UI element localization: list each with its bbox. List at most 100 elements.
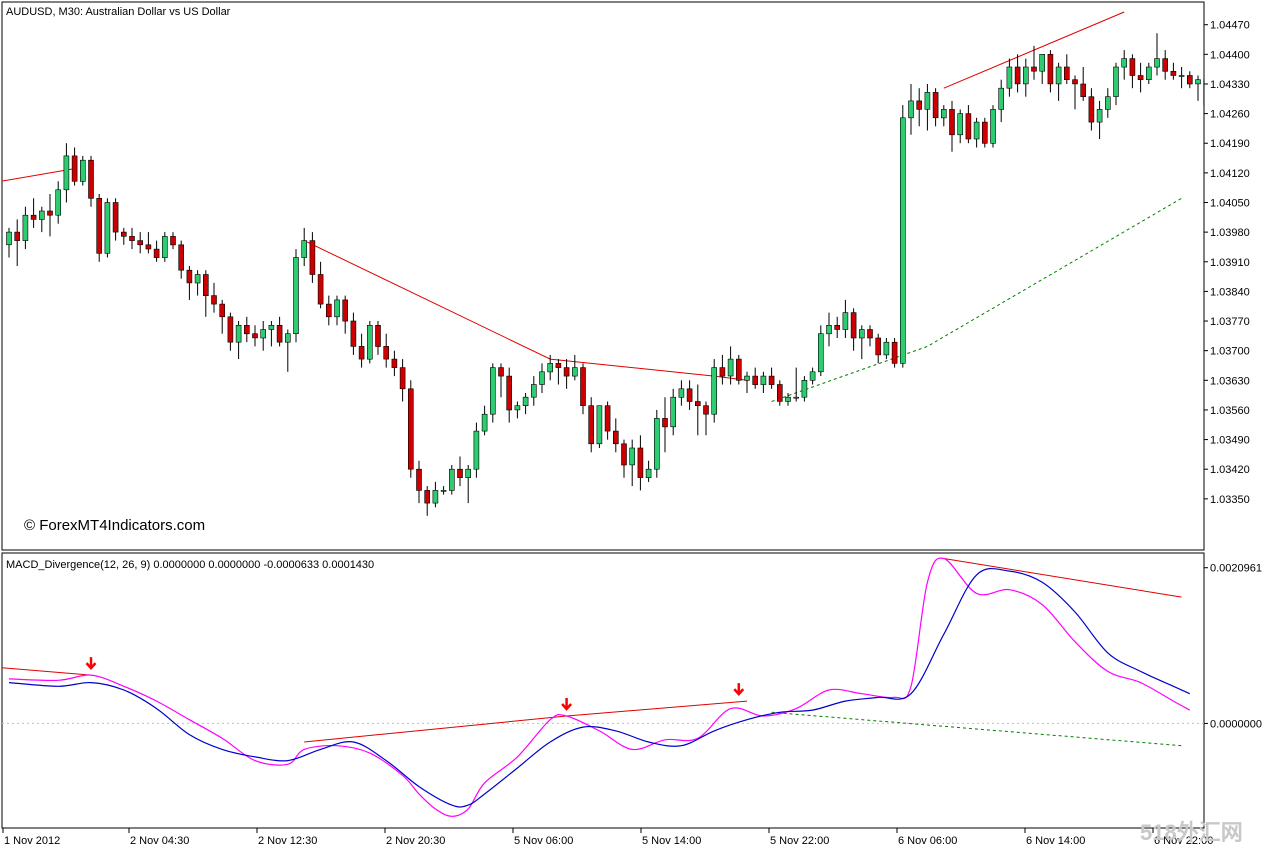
- candle: [63, 143, 70, 203]
- candle: [875, 333, 882, 364]
- candle: [14, 219, 20, 266]
- macd-divergence-line-0: [2, 667, 92, 676]
- candle: [744, 371, 750, 393]
- price-tick-label: 1.03770: [1210, 316, 1250, 328]
- candle: [293, 249, 299, 343]
- price-tick-label: 1.04470: [1210, 20, 1250, 32]
- candle: [1096, 100, 1103, 139]
- candle: [424, 486, 431, 516]
- candle: [842, 299, 849, 338]
- candle: [1121, 50, 1127, 80]
- candle: [375, 321, 381, 355]
- candle: [719, 354, 726, 385]
- candle: [342, 295, 349, 334]
- price-tick-label: 1.03560: [1210, 405, 1250, 417]
- time-tick-label: 6 Nov 14:00: [1026, 835, 1085, 847]
- candle: [432, 481, 439, 508]
- macd-pane[interactable]: 0.0020961 0.0000000 MACD_Divergence(12, 2…: [1, 552, 1262, 829]
- macd-axis: 0.0020961 0.0000000: [1204, 563, 1262, 730]
- candle: [309, 232, 316, 283]
- candle: [325, 295, 332, 326]
- candle: [6, 227, 12, 258]
- indicator-title: MACD_Divergence(12, 26, 9) 0.0000000 0.0…: [6, 559, 374, 571]
- candle: [686, 380, 693, 410]
- candle: [145, 232, 152, 254]
- candle: [481, 405, 488, 436]
- candle: [940, 105, 947, 127]
- candle: [1146, 62, 1152, 84]
- candle: [588, 397, 595, 453]
- time-axis: 1 Nov 2012 2 Nov 04:30 2 Nov 12:30 2 Nov 20…: [2, 828, 1213, 847]
- candle: [1072, 75, 1078, 110]
- candle: [785, 393, 791, 406]
- candle: [366, 321, 373, 364]
- candle: [932, 88, 939, 127]
- candle: [1105, 88, 1111, 118]
- candle: [227, 312, 234, 351]
- candle: [407, 380, 414, 478]
- candle: [776, 380, 783, 406]
- price-tick-label: 1.03700: [1210, 346, 1250, 358]
- candle: [817, 325, 824, 377]
- price-tick-label: 1.04190: [1210, 138, 1250, 150]
- candle: [801, 376, 808, 402]
- candle: [834, 316, 841, 338]
- candle: [867, 325, 873, 347]
- candle: [162, 232, 168, 262]
- candle: [645, 460, 652, 482]
- candle: [662, 397, 668, 453]
- time-tick-label: 6 Nov 22:00: [1154, 835, 1213, 847]
- candle: [596, 405, 603, 448]
- candle: [1113, 62, 1119, 106]
- candle: [826, 312, 832, 347]
- candle: [416, 460, 422, 504]
- candle: [301, 227, 308, 266]
- price-tick-label: 1.03490: [1210, 435, 1250, 447]
- candle: [1178, 67, 1185, 89]
- candle: [1129, 54, 1136, 89]
- candle: [637, 435, 644, 491]
- time-tick-label: 5 Nov 14:00: [642, 835, 701, 847]
- candles: [6, 33, 1204, 516]
- candle: [1055, 62, 1062, 101]
- candle: [252, 325, 258, 347]
- candle: [260, 321, 267, 351]
- candle: [170, 232, 176, 250]
- candle: [563, 359, 570, 389]
- candle: [1195, 75, 1201, 101]
- candle: [186, 266, 193, 300]
- candle: [1187, 71, 1193, 89]
- watermark: © ForexMT4Indicators.com: [24, 517, 205, 534]
- candle: [760, 371, 767, 393]
- candle: [735, 354, 742, 385]
- candle: [612, 418, 619, 453]
- candle: [547, 354, 554, 381]
- candle: [891, 338, 898, 368]
- price-tick-label: 1.03350: [1210, 494, 1250, 506]
- candle: [539, 363, 545, 393]
- candle: [153, 240, 160, 262]
- time-tick-label: 6 Nov 06:00: [898, 835, 957, 847]
- candle: [694, 384, 701, 436]
- candle: [1039, 53, 1045, 84]
- price-tick-label: 1.04400: [1210, 49, 1250, 61]
- price-tick-label: 1.04330: [1210, 79, 1250, 91]
- price-tick-label: 1.04260: [1210, 109, 1250, 121]
- candle: [678, 380, 685, 406]
- candle: [104, 198, 111, 258]
- candle: [112, 198, 119, 241]
- candle: [1170, 62, 1177, 80]
- candle: [268, 321, 275, 347]
- candle: [727, 346, 734, 385]
- candle: [957, 109, 964, 144]
- price-pane[interactable]: 1.04470 1.04400 1.04330 1.04260 1.04190 1.041…: [1, 1, 1250, 551]
- candle: [440, 486, 447, 495]
- candle: [334, 295, 340, 326]
- candle: [465, 465, 472, 504]
- macd-hidden-divergence-line-3: [771, 711, 1182, 747]
- candle: [47, 194, 53, 237]
- price-tick-label: 1.03980: [1210, 227, 1250, 239]
- candle: [949, 100, 955, 152]
- candle: [670, 388, 677, 436]
- candle: [489, 363, 496, 423]
